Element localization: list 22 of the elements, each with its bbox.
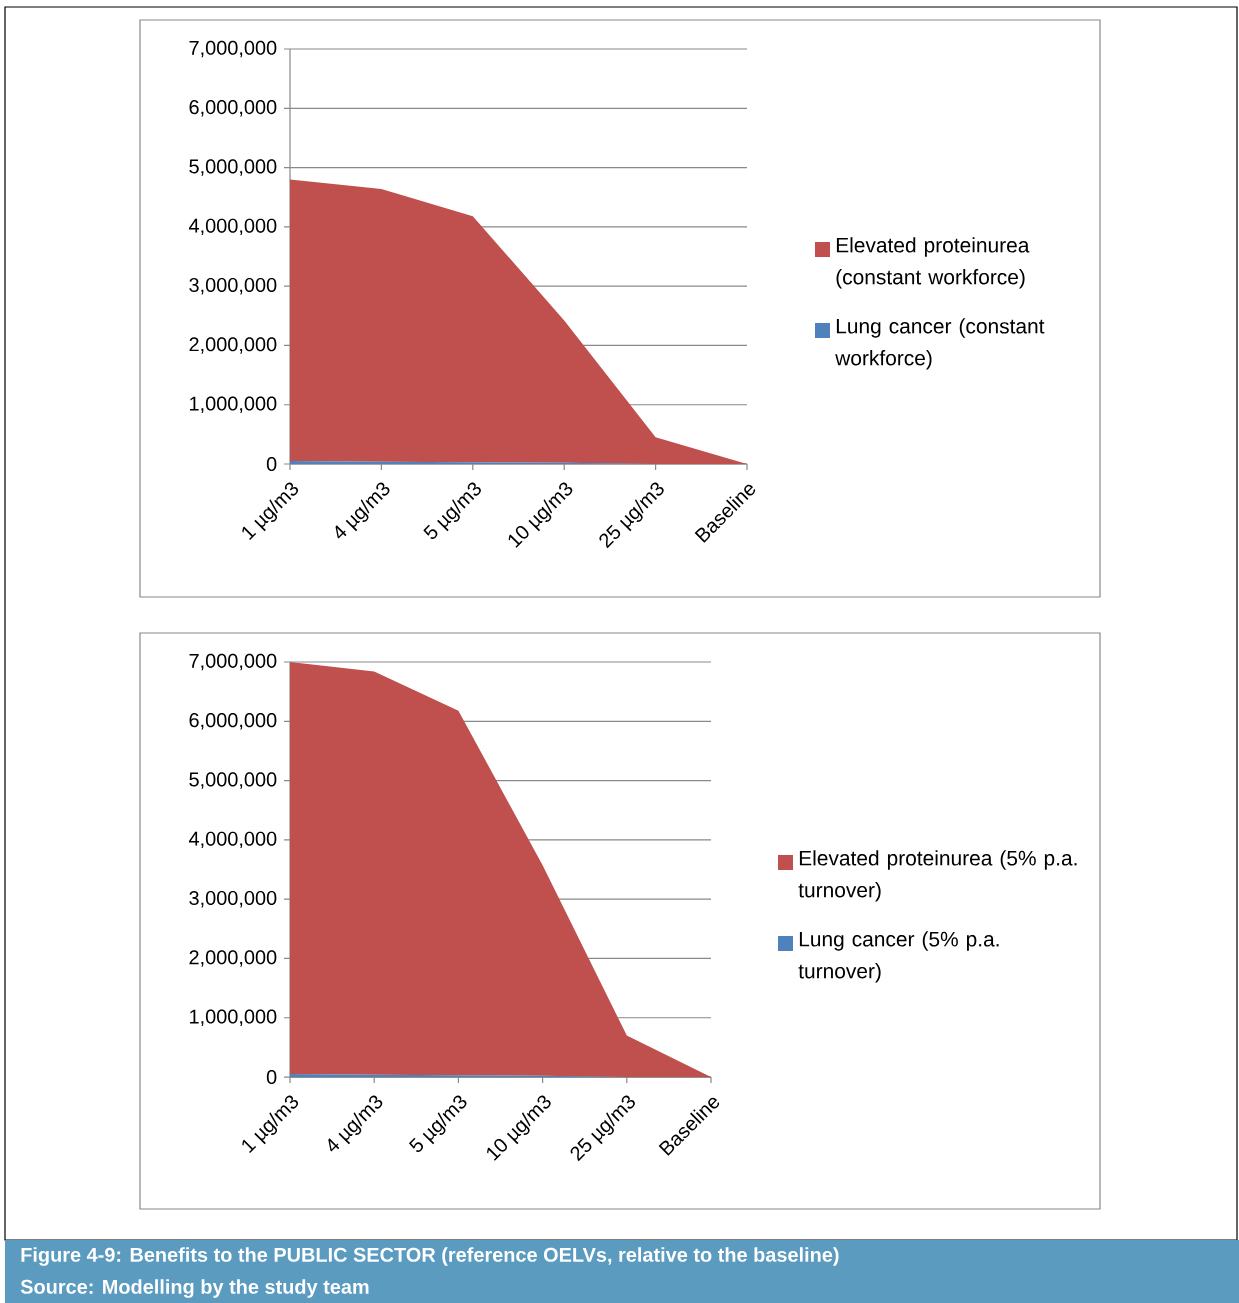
source-note: Source: Modelling by the study team (20, 1279, 369, 1298)
y-tick-label: 7,000,000 (189, 653, 277, 671)
y-tick-label: 7,000,000 (189, 40, 277, 58)
y-tick-label: 3,000,000 (189, 890, 277, 908)
y-tick-label: 3,000,000 (189, 277, 277, 295)
y-tick-label: 0 (266, 1069, 277, 1085)
legend-label: Elevated proteinurea (5% p.a. turnover) (798, 850, 1077, 902)
y-tick-label: 5,000,000 (189, 159, 277, 176)
legend-label: Elevated proteinurea (constant workforce) (836, 237, 1030, 289)
y-tick-label: 2,000,000 (189, 337, 277, 354)
caption: Figure 4-9: Benefits to the PUBLIC SECTOR (reference OELVs, relative to the baseline) (21, 1247, 839, 1266)
y-tick-label: 1,000,000 (190, 1009, 277, 1026)
y-tick-label: 2,000,000 (189, 950, 277, 967)
y-tick-label: 0 (266, 456, 277, 472)
y-tick-label: 4,000,000 (188, 218, 277, 236)
legend-label: Lung cancer (5% p.a. turnover) (798, 931, 999, 983)
legend-label: Lung cancer (constant workforce) (835, 318, 1045, 370)
y-tick-label: 4,000,000 (188, 831, 277, 849)
y-tick-label: 1,000,000 (190, 396, 277, 413)
y-tick-label: 6,000,000 (189, 100, 277, 117)
y-tick-label: 5,000,000 (189, 772, 277, 789)
y-tick-label: 6,000,000 (189, 713, 277, 730)
